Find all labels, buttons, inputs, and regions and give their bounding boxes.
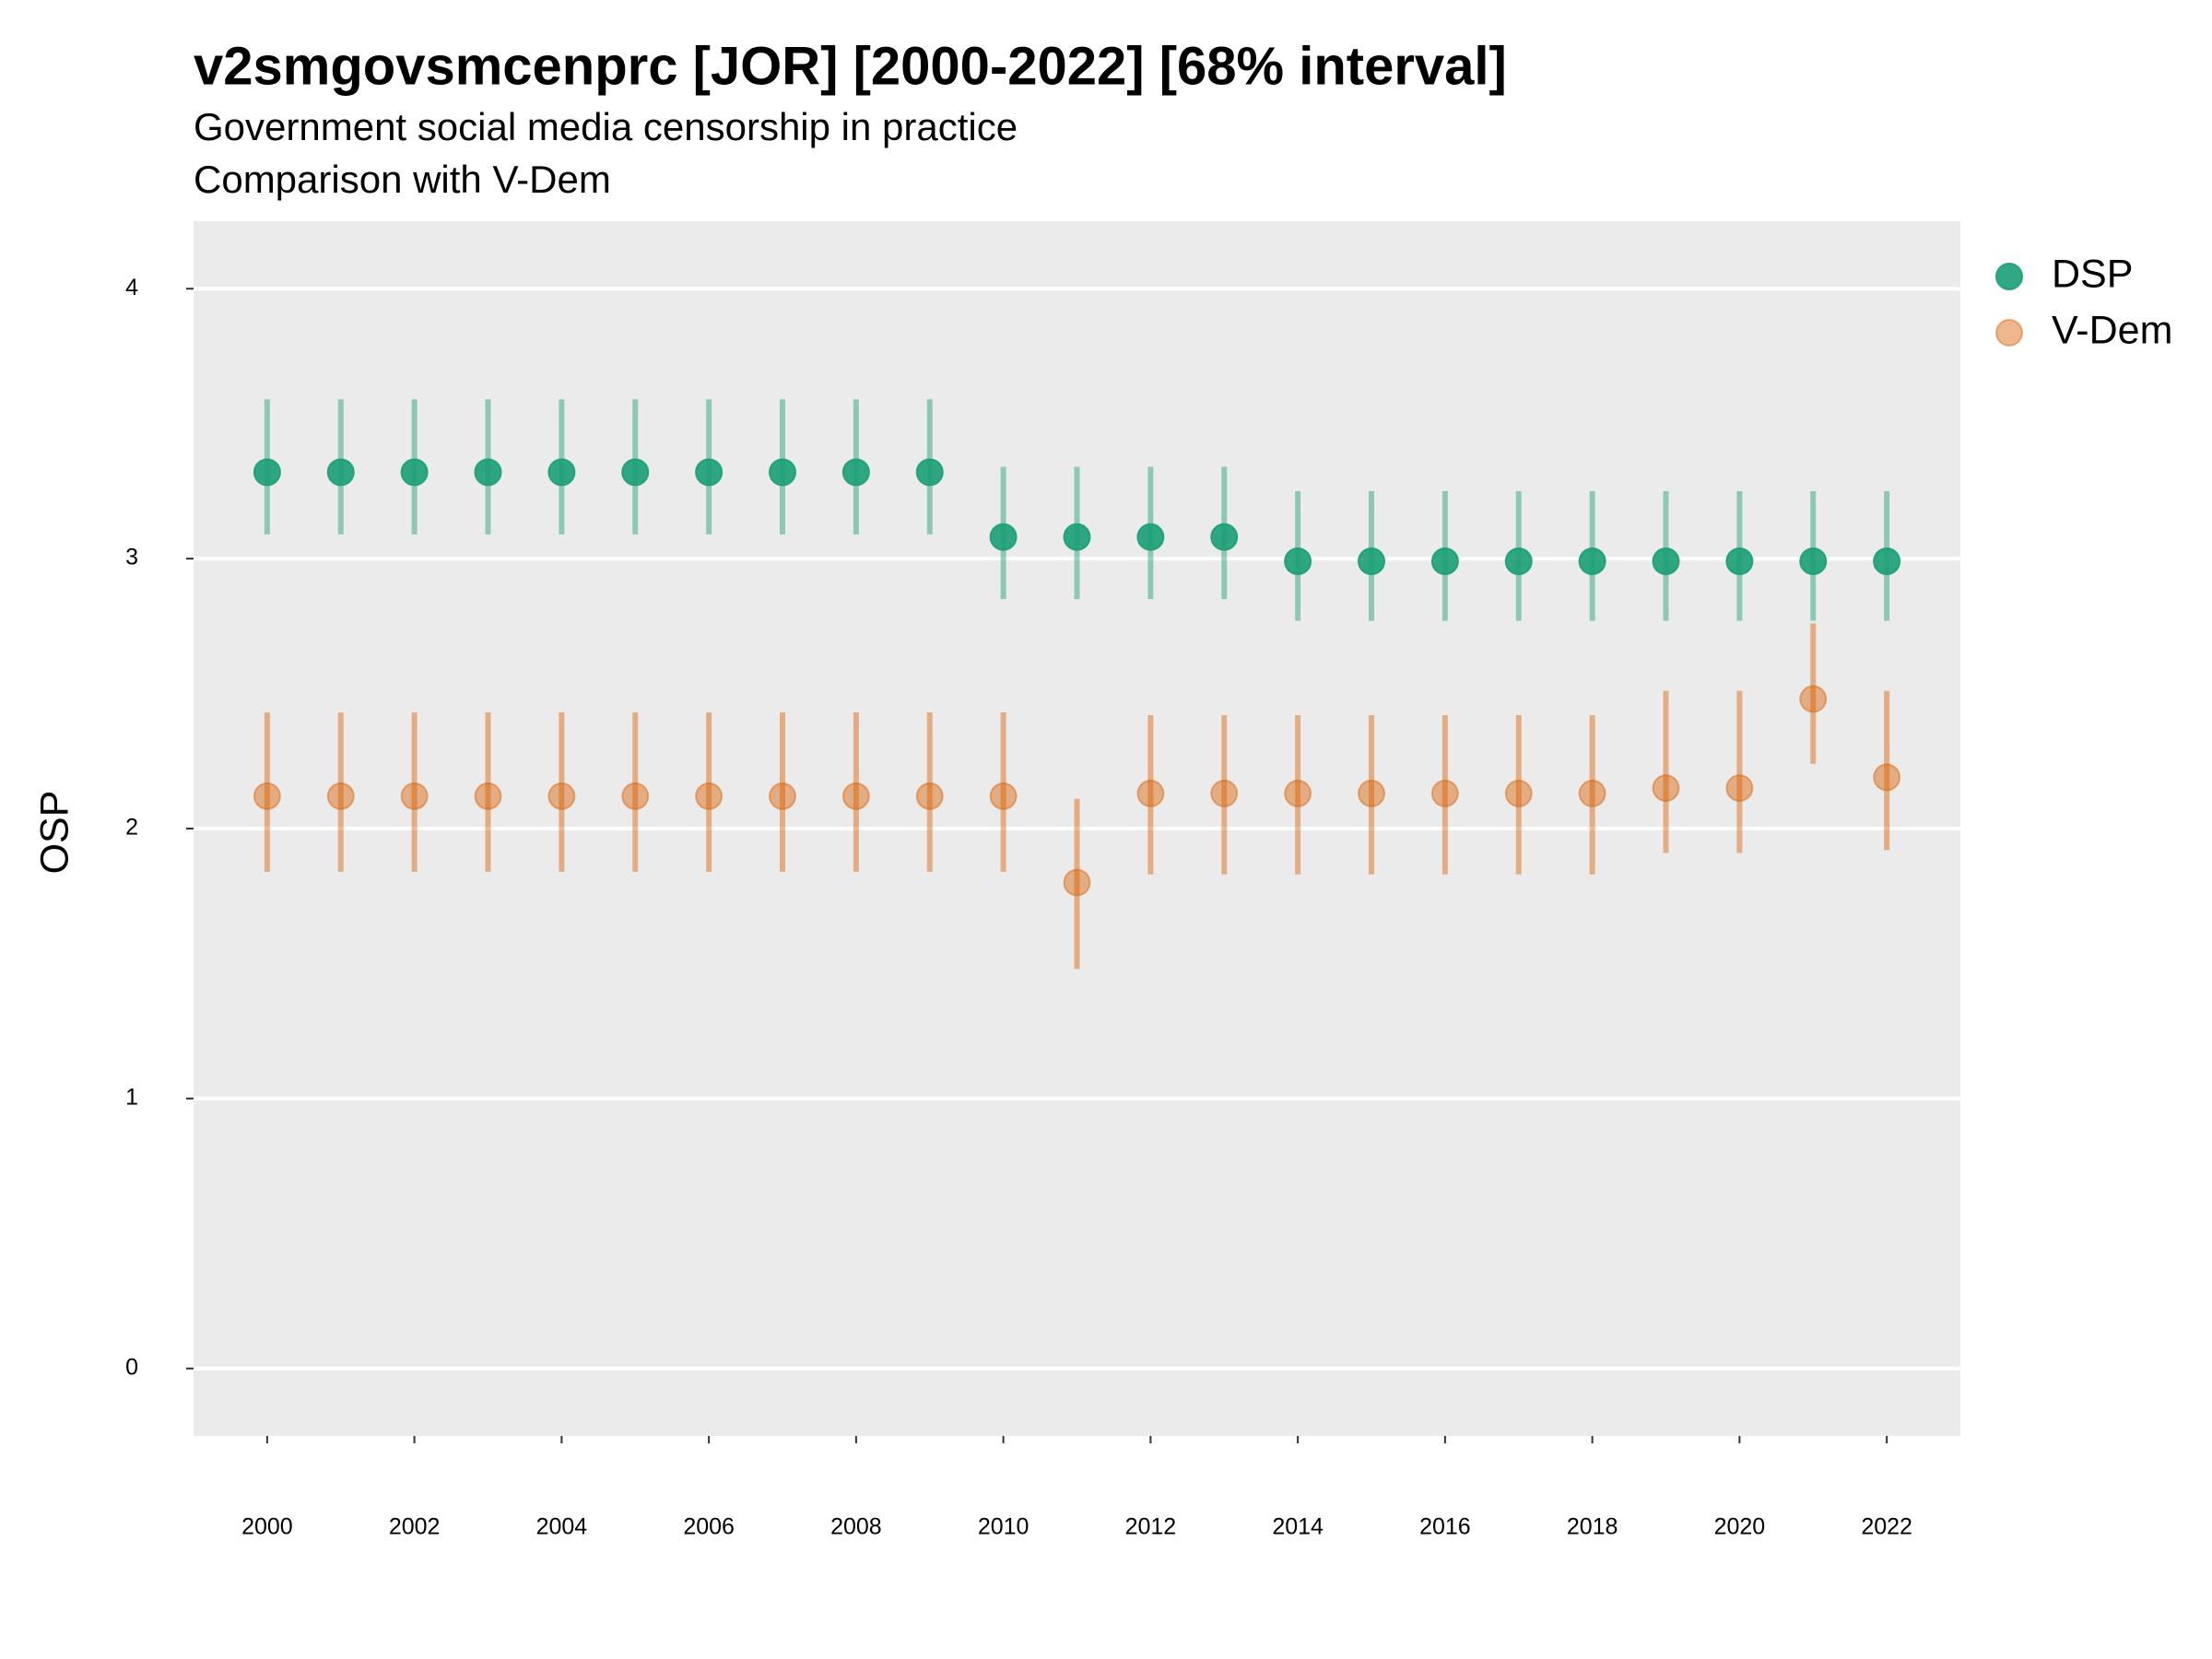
y-tick-label: 1 (125, 1084, 138, 1110)
y-tick-label: 2 (125, 815, 138, 841)
x-tick-label: 2016 (1419, 1514, 1471, 1540)
data-point (326, 782, 355, 810)
x-tick-label: 2008 (830, 1514, 882, 1540)
data-point (474, 458, 502, 487)
legend-label: V-Dem (2052, 308, 2172, 352)
data-point (1652, 547, 1680, 576)
y-tick-label: 3 (125, 545, 138, 571)
data-point (1504, 779, 1533, 807)
x-tick-label: 2000 (241, 1514, 293, 1540)
data-point (769, 782, 796, 810)
data-point (1725, 547, 1754, 576)
data-point (1578, 779, 1606, 807)
data-point (915, 458, 944, 487)
data-point (1504, 547, 1533, 576)
data-point (1873, 547, 1901, 576)
data-point (841, 782, 870, 810)
data-point (1136, 779, 1165, 807)
x-tick-label: 2004 (536, 1514, 588, 1540)
data-point (1063, 868, 1091, 897)
data-point (1136, 523, 1165, 551)
chart-title: v2smgovsmcenprc [JOR] [2000-2022] [68% i… (194, 36, 1507, 96)
data-point (621, 458, 650, 487)
chart-subtitle: Comparison with V-Dem (194, 158, 611, 201)
data-point (547, 782, 576, 810)
y-tick-label: 0 (125, 1354, 138, 1380)
x-tick-label: 2022 (1861, 1514, 1912, 1540)
legend-marker (1995, 319, 2023, 347)
data-point (547, 458, 576, 487)
data-point (1873, 763, 1901, 792)
data-point (1430, 547, 1459, 576)
data-point (695, 782, 724, 810)
data-point (1652, 774, 1680, 803)
data-point (253, 782, 281, 810)
data-point (400, 458, 429, 487)
data-point (1430, 779, 1459, 807)
data-point (989, 523, 1018, 551)
data-point (474, 782, 502, 810)
legend-label: DSP (2052, 252, 2133, 296)
data-point (1799, 547, 1828, 576)
data-point (1063, 523, 1091, 551)
x-tick-label: 2006 (683, 1514, 735, 1540)
data-point (621, 782, 650, 810)
data-point (769, 458, 796, 487)
x-tick-label: 2002 (389, 1514, 441, 1540)
data-point (1210, 779, 1239, 807)
data-point (1358, 547, 1385, 576)
data-point (1284, 547, 1312, 576)
x-tick-label: 2014 (1272, 1514, 1324, 1540)
data-point (1799, 685, 1828, 713)
data-point (253, 458, 281, 487)
data-point (400, 782, 429, 810)
data-point (1725, 774, 1754, 803)
y-tick-label: 4 (125, 275, 138, 300)
x-tick-label: 2018 (1567, 1514, 1618, 1540)
data-point (841, 458, 870, 487)
x-tick-label: 2012 (1125, 1514, 1177, 1540)
data-point (1284, 779, 1312, 807)
legend-marker (1995, 263, 2023, 290)
data-point (1210, 523, 1239, 551)
x-tick-label: 2010 (978, 1514, 1030, 1540)
data-point (326, 458, 355, 487)
data-point (1358, 779, 1385, 807)
chart-subtitle: Government social media censorship in pr… (194, 105, 1018, 148)
data-point (915, 782, 944, 810)
data-point (989, 782, 1018, 810)
data-point (1578, 547, 1606, 576)
data-point (695, 458, 724, 487)
x-tick-label: 2020 (1714, 1514, 1766, 1540)
y-axis-title: OSP (32, 791, 76, 875)
